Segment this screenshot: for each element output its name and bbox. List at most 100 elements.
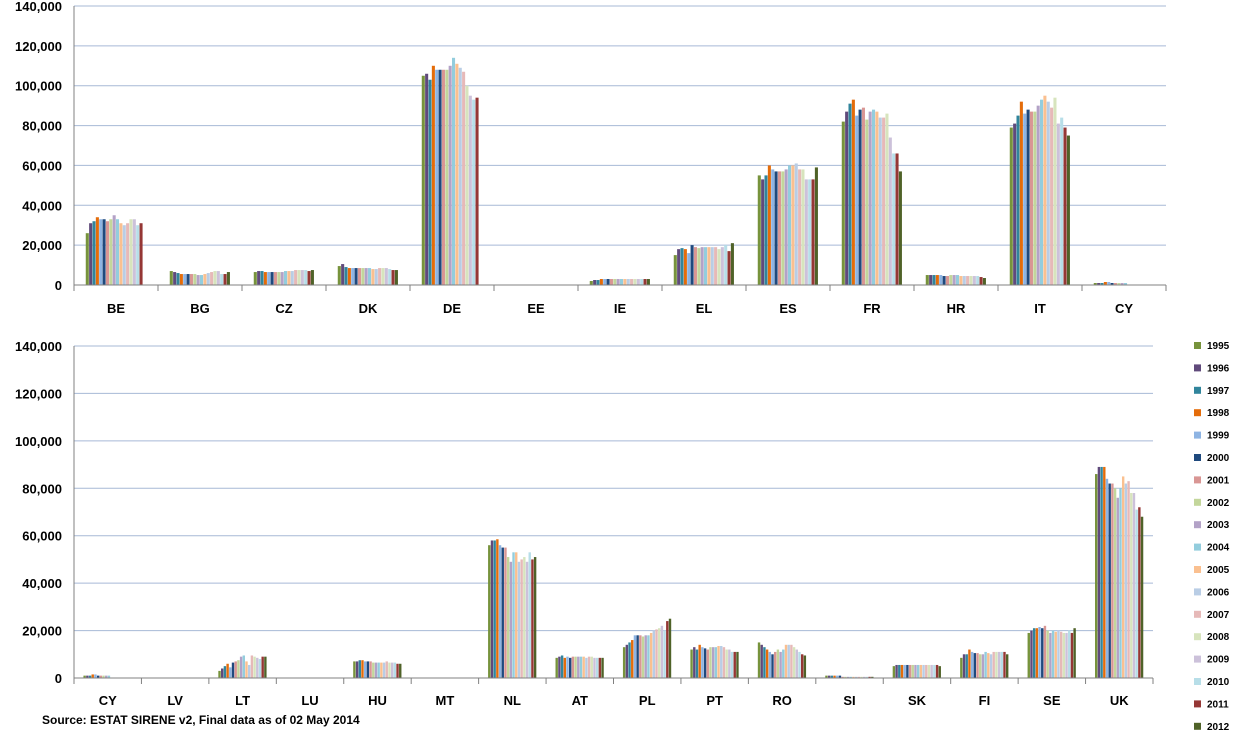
bar-FI-1997 <box>965 654 968 678</box>
bar-SI-2012 <box>871 676 874 678</box>
bar-CZ-2006 <box>290 271 294 285</box>
bar-HR-1996 <box>929 275 933 285</box>
bar-SI-1995 <box>825 675 828 678</box>
bar-SK-2001 <box>908 664 912 678</box>
bar-PL-2008 <box>658 628 661 678</box>
bar-CZ-1998 <box>263 272 267 285</box>
bar-CZ-2012 <box>310 270 314 285</box>
bar-BG-2011 <box>223 274 227 285</box>
x-category-label: DK <box>359 301 378 316</box>
bar-IE-1995 <box>589 281 593 285</box>
x-category-label: DE <box>443 301 461 316</box>
bar-UK-2010 <box>1135 509 1138 678</box>
x-category-label: LT <box>235 693 250 708</box>
x-category-label: IT <box>1034 301 1046 316</box>
bar-SK-1995 <box>892 666 896 678</box>
bar-AT-1997 <box>560 655 564 678</box>
y-tick-label: 40,000 <box>22 198 62 213</box>
bar-IE-2007 <box>630 279 634 285</box>
bar-IE-2005 <box>623 279 627 285</box>
bar-DE-1997 <box>428 79 432 286</box>
bar-BE-2008 <box>129 219 133 285</box>
bar-PT-1998 <box>698 644 701 678</box>
bar-IT-2008 <box>1053 97 1057 285</box>
bar-LT-1995 <box>218 670 221 678</box>
bar-CY-1997 <box>88 675 92 678</box>
bar-FI-1998 <box>968 649 971 678</box>
bar-UK-1998 <box>1103 466 1106 678</box>
bar-ES-2011 <box>811 179 815 285</box>
bar-HR-1999 <box>939 275 943 285</box>
bar-FR-2007 <box>882 117 886 285</box>
bar-CY-2003 <box>105 675 108 678</box>
bar-ES-2010 <box>808 179 812 285</box>
bar-AT-2002 <box>574 656 577 678</box>
bar-BG-1997 <box>176 273 180 285</box>
bar-SI-2008 <box>860 676 863 678</box>
bar-BG-1996 <box>173 272 177 285</box>
bar-FR-2001 <box>861 107 865 285</box>
bar-HU-2005 <box>380 662 383 678</box>
x-category-label: CY <box>1115 301 1133 316</box>
bar-NL-1998 <box>496 539 499 678</box>
bar-HR-2000 <box>942 276 946 285</box>
bar-IT-1998 <box>1019 101 1023 285</box>
bar-SK-2006 <box>922 664 925 678</box>
bar-IE-2006 <box>626 279 630 285</box>
x-category-label: SE <box>1043 693 1061 708</box>
bar-CY-2000 <box>1110 283 1114 285</box>
bar-CY-2002 <box>102 675 105 678</box>
bar-FI-2010 <box>1000 651 1003 678</box>
bar-DK-1998 <box>347 268 351 285</box>
legend-label-2004: 2004 <box>1207 543 1230 554</box>
bar-ES-2003 <box>784 169 788 285</box>
bar-DK-2004 <box>368 268 372 285</box>
legend-label-2002: 2002 <box>1207 498 1230 509</box>
bar-FR-2012 <box>898 171 902 285</box>
bar-CZ-2010 <box>304 270 308 285</box>
bar-IE-2009 <box>636 279 640 285</box>
bar-SE-2005 <box>1054 631 1057 678</box>
bar-ES-2005 <box>791 165 795 285</box>
bar-RO-2012 <box>803 655 807 678</box>
bar-PL-2011 <box>666 621 669 678</box>
bar-DK-2005 <box>371 269 375 285</box>
bar-FI-2011 <box>1003 651 1006 678</box>
y-tick-label: 80,000 <box>22 119 62 134</box>
bar-NL-1999 <box>498 545 502 678</box>
bar-AT-1996 <box>558 656 561 678</box>
bar-HU-2012 <box>399 663 402 678</box>
bar-BE-2003 <box>112 215 116 285</box>
bar-EL-1995 <box>673 255 677 285</box>
bar-CY-1997 <box>1100 283 1104 285</box>
bar-LT-2011 <box>261 656 264 678</box>
bar-FR-2000 <box>858 109 862 285</box>
bar-PT-2009 <box>728 649 731 678</box>
bar-FR-2002 <box>865 119 869 285</box>
bar-UK-2007 <box>1127 481 1130 678</box>
bar-ES-2002 <box>781 171 785 285</box>
bar-HR-2002 <box>949 275 953 285</box>
bar-FR-2008 <box>885 113 889 285</box>
bar-RO-2001 <box>774 651 777 678</box>
bar-SE-1998 <box>1035 628 1039 678</box>
bar-ES-2004 <box>788 165 792 285</box>
legend-swatch-2003 <box>1194 521 1201 529</box>
bar-PL-2001 <box>639 635 642 678</box>
bar-FR-1996 <box>845 111 849 286</box>
bar-UK-2002 <box>1113 488 1117 678</box>
bar-NL-2010 <box>528 552 531 678</box>
bar-HU-1998 <box>361 660 364 678</box>
bar-HU-2007 <box>385 661 388 678</box>
chart-legend: 1995 1996 1997 1998 1999 2000 2001 2002 2003 2004… <box>1194 341 1230 733</box>
bar-NL-2007 <box>520 559 523 678</box>
bar-HR-1995 <box>925 275 929 285</box>
bar-DK-1997 <box>344 267 348 285</box>
bar-SE-2010 <box>1068 630 1071 678</box>
bar-PT-1995 <box>690 649 693 678</box>
bar-SK-2011 <box>935 664 939 678</box>
bar-HU-2006 <box>382 662 386 678</box>
bar-SE-2003 <box>1049 632 1052 678</box>
bar-SI-1997 <box>830 675 834 678</box>
